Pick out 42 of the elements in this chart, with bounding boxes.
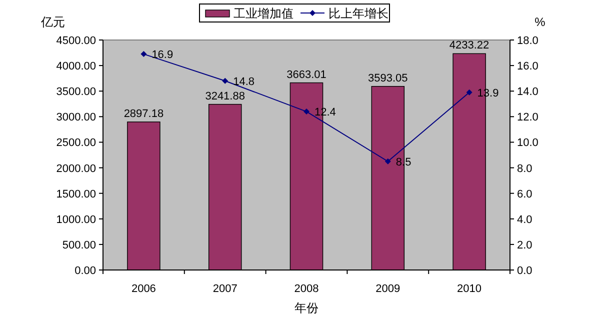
y-tick-label: 4500.00 [56, 35, 96, 47]
y-tick-label: 2000.00 [56, 162, 96, 175]
y2-tick-label: 16.0 [517, 60, 538, 73]
point [222, 78, 228, 84]
y-tick-label: 1500.00 [56, 188, 96, 200]
legend-label: 工业增加值 [234, 6, 294, 20]
data-label: 16.9 [152, 49, 174, 62]
data-label: 3663.01 [286, 68, 326, 81]
y-tick-label: 2500.00 [56, 137, 96, 150]
point [384, 158, 391, 164]
x-tick-label: 2007 [212, 283, 238, 295]
data-label: 4233.22 [449, 40, 490, 52]
y-axis-title: 亿元 [40, 15, 65, 29]
y-tick-label: 4000.00 [56, 60, 96, 73]
data-label: 2897.18 [124, 108, 164, 120]
y2-tick-label: 8.0 [517, 162, 532, 175]
data-label: 3241.88 [205, 90, 245, 102]
y2-tick-label: 10.0 [517, 137, 538, 150]
data-label: 3593.05 [368, 72, 408, 84]
y2-tick-label: 12.0 [517, 112, 538, 124]
y-tick-label: 500.00 [62, 239, 96, 252]
data-label: 14.8 [233, 76, 255, 88]
y2-tick-label: 6.0 [517, 188, 532, 200]
x-axis-title: 年份 [294, 301, 318, 315]
y2-tick-label: 18.0 [517, 35, 538, 47]
y-tick-label: 1000.00 [56, 214, 96, 226]
y2-tick-label: 4.0 [517, 214, 532, 226]
y-tick-label: 0.00 [74, 265, 96, 277]
y-tick-label: 3000.00 [56, 112, 96, 124]
y2-axis-title: % [534, 15, 546, 29]
point [140, 51, 147, 58]
x-tick-label: 2006 [131, 283, 156, 295]
y2-tick-label: 2.0 [517, 239, 532, 252]
x-tick-label: 2009 [376, 283, 400, 295]
point [304, 108, 310, 115]
y2-tick-label: 14.0 [517, 86, 538, 98]
y-tick-label: 3500.00 [56, 86, 96, 98]
point [466, 89, 472, 96]
legend-label: 比上年增长 [328, 6, 388, 20]
x-tick-label: 2008 [294, 283, 319, 295]
x-tick-label: 2010 [457, 283, 482, 295]
y2-tick-label: 0.0 [517, 265, 532, 277]
